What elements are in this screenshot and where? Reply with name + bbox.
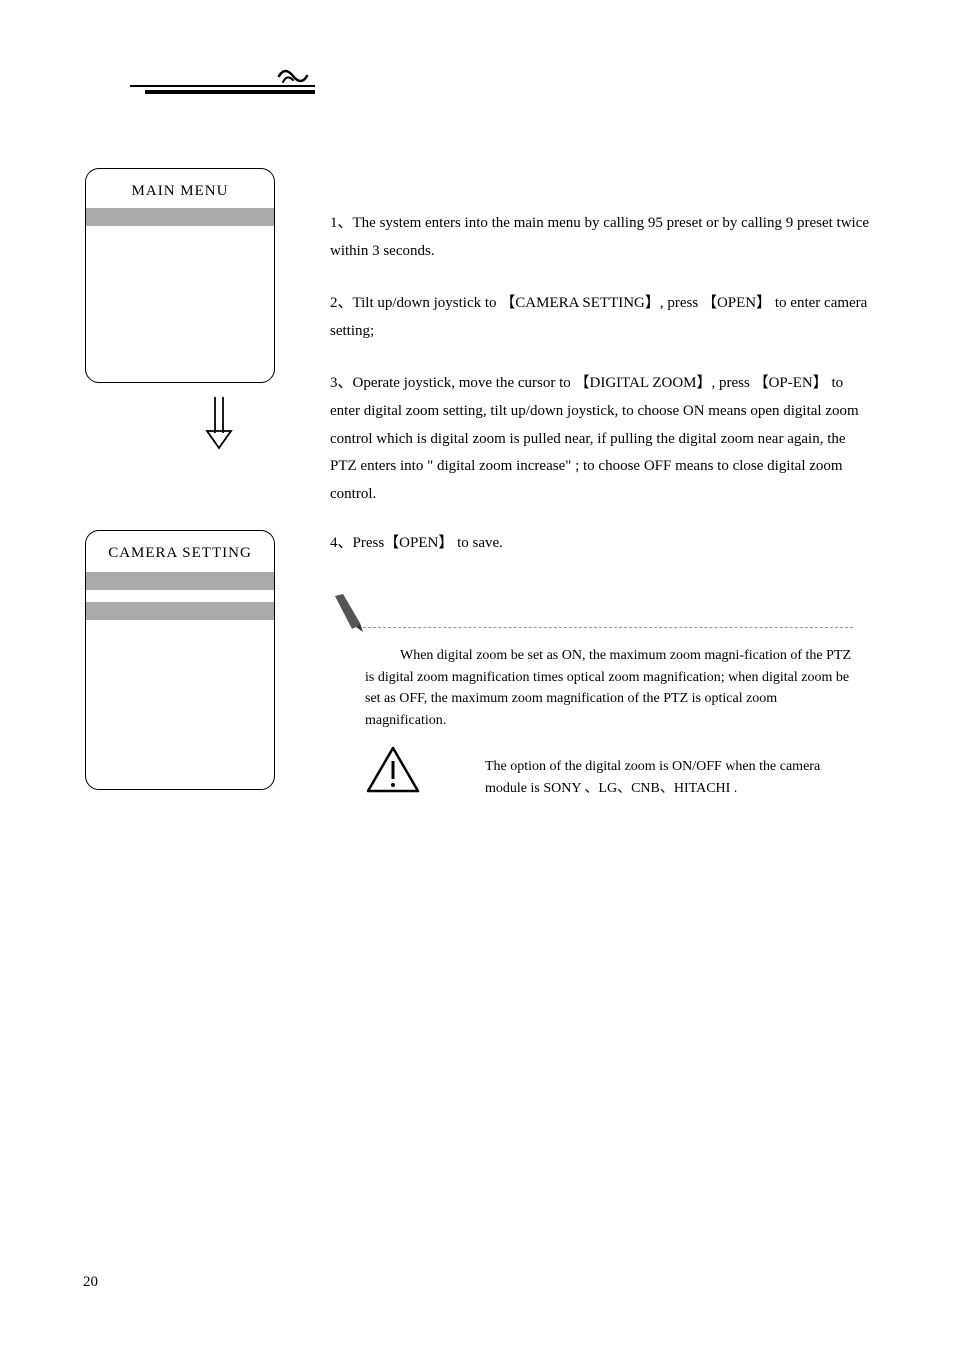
menu-highlighted-row (86, 572, 274, 590)
paragraph-1: 1、The system enters into the main menu b… (330, 210, 870, 266)
header-ornament-icon (273, 62, 313, 98)
paragraph-4: 4、Press【OPEN】 to save. (330, 530, 870, 558)
camera-setting-title: CAMERA SETTING (86, 539, 274, 570)
menu-highlighted-row (86, 602, 274, 620)
warning-text: The option of the digital zoom is ON/OFF… (485, 756, 865, 801)
camera-setting-box: CAMERA SETTING (85, 530, 275, 790)
pencil-icon (330, 593, 364, 638)
paragraph-2: 2、Tilt up/down joystick to 【CAMERA SETTI… (330, 290, 870, 346)
main-menu-title: MAIN MENU (86, 177, 274, 208)
dashed-divider (363, 627, 853, 628)
paragraph-3: 3、Operate joystick, move the cursor to 【… (330, 370, 870, 509)
menu-highlighted-row (86, 208, 274, 226)
arrow-down-icon (205, 395, 233, 455)
page-number: 20 (83, 1274, 98, 1291)
warning-triangle-icon (365, 745, 421, 800)
main-menu-box: MAIN MENU (85, 168, 275, 383)
notice-text: When digital zoom be set as ON, the maxi… (365, 645, 855, 732)
